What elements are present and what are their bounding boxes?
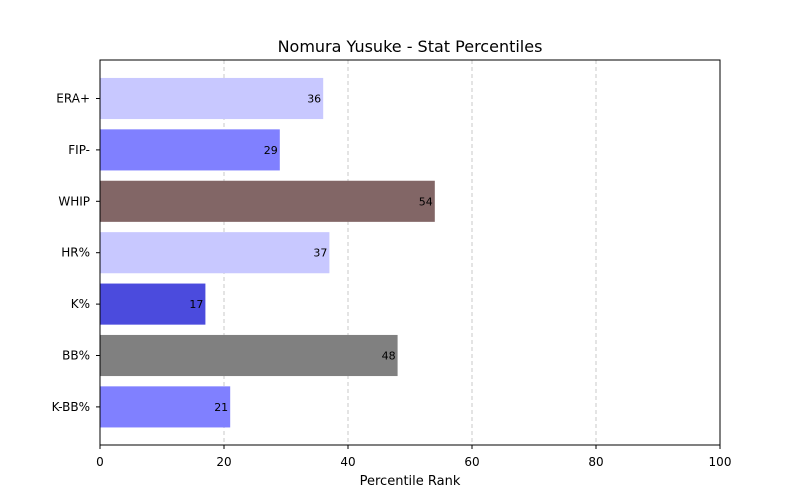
data-label: 37 [313, 247, 327, 260]
data-label: 48 [382, 350, 396, 363]
y-tick-label: FIP- [68, 143, 90, 157]
x-tick-label: 100 [709, 455, 732, 469]
bar-era- [100, 77, 324, 120]
y-tick-label: BB% [62, 349, 90, 363]
data-label: 36 [307, 93, 321, 106]
x-axis-ticks: 0 20 40 60 80 100 [96, 445, 731, 469]
x-tick-label: 20 [216, 455, 231, 469]
x-tick-label: 40 [340, 455, 355, 469]
y-axis-ticks: ERA+ FIP- WHIP HR% K% BB% K-BB% [52, 92, 100, 414]
bar-k-bb- [100, 386, 231, 428]
data-label: 17 [189, 298, 203, 311]
bar-bb- [100, 334, 398, 377]
bar-hr- [100, 232, 330, 274]
x-axis-label: Percentile Rank [360, 474, 461, 489]
x-tick-label: 0 [96, 455, 104, 469]
y-tick-label: K% [71, 297, 90, 311]
y-tick-label: HR% [61, 246, 90, 260]
y-tick-label: ERA+ [56, 92, 90, 106]
bar-k- [100, 283, 206, 325]
bar-whip [100, 180, 435, 222]
bars [100, 77, 435, 428]
y-tick-label: WHIP [58, 194, 90, 208]
x-tick-label: 60 [464, 455, 479, 469]
x-tick-label: 80 [588, 455, 603, 469]
bar-fip- [100, 129, 280, 171]
data-label: 21 [214, 401, 228, 414]
data-label: 54 [419, 195, 433, 208]
y-tick-label: K-BB% [52, 400, 90, 414]
chart-title: Nomura Yusuke - Stat Percentiles [278, 37, 543, 56]
data-label: 29 [264, 144, 278, 157]
data-labels: 36 29 54 37 17 48 21 [189, 93, 432, 414]
